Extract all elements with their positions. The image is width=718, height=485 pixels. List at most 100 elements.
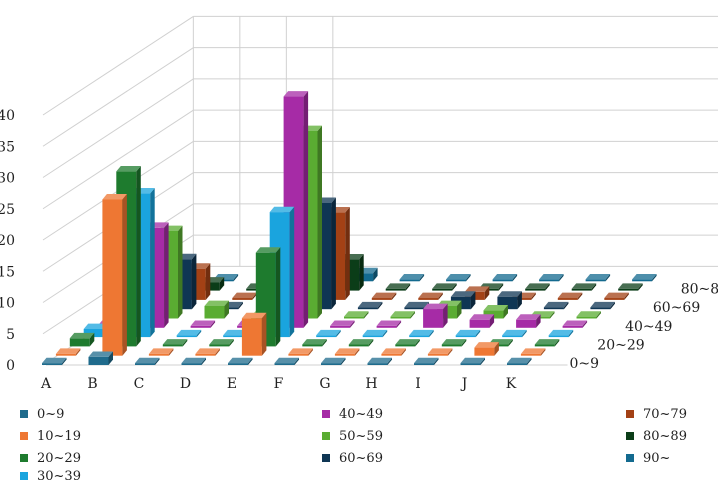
bar-top [181,357,206,364]
x-tick-label: J [460,376,468,392]
bar-top [357,301,383,308]
bar-side [443,303,448,328]
bar-front [385,288,406,291]
bar-front [548,335,569,338]
bar-G-20~29 [348,339,374,347]
bar-C-0~9 [135,357,160,365]
bar-K-90~ [632,274,657,282]
bar-side [489,314,495,328]
bar-side [531,292,536,300]
bar-side [238,301,243,310]
bar-front [55,353,76,356]
legend-swatch [322,454,330,462]
bar-G-30~39 [362,329,388,338]
x-tick-label: F [274,376,284,392]
bar-side [410,311,415,319]
y-tick-label: 35 [0,139,15,155]
bar-front [404,307,425,310]
legend-item: 70~79 [626,407,687,422]
bar-front [288,353,309,356]
bar-top [334,348,360,354]
bar-top [209,339,234,345]
bar-J-0~9 [460,357,485,365]
bar-F-10~19 [288,348,313,356]
bar-front [562,325,583,328]
bar-top [548,329,574,336]
bar-top [525,283,550,289]
bar-side [364,311,369,319]
bar-front [539,279,560,282]
bar-D-20~29 [209,339,234,347]
bar-top [404,301,429,308]
bar-side [652,274,657,282]
bar-front [418,298,439,300]
bar-side [336,329,341,338]
bar-front [474,347,495,356]
bar-top [590,301,615,308]
bar-front [460,363,481,365]
bar-top [618,283,643,289]
bar-front [502,335,523,338]
gridline-left-25 [42,109,194,210]
bar-side [582,320,588,328]
legend-swatch [322,432,330,440]
bar-top [543,301,569,308]
bars [42,91,657,365]
bar-front [241,318,262,356]
bar-front [357,307,378,310]
bar-A-0~9 [42,357,67,365]
bar-top [390,311,415,317]
bar-side [559,274,564,282]
bar-side [540,348,546,356]
bar-front [557,298,578,300]
bar-side [610,301,615,310]
bar-side [168,348,174,356]
bar-K-70~79 [604,292,629,300]
bar-top [604,292,629,299]
bar-K-0~9 [507,357,532,365]
depth-tick-label: 40~49 [625,319,672,335]
bar-front [427,353,448,356]
bar-side [508,339,513,347]
bar-front [618,288,639,291]
bar-side [484,286,490,300]
bar-top [441,339,467,345]
bar-top [321,357,346,364]
bar-C-30~39 [176,329,202,338]
bar-front [344,316,364,319]
bar-front [195,353,216,356]
bar-J-70~79 [557,292,583,300]
bar-side [303,91,309,328]
bar-side [466,274,471,282]
x-tick-label: C [134,376,145,392]
bar-side [359,253,364,291]
y-tick-label: 40 [0,108,15,124]
bar-top [116,166,141,172]
bar-top [232,292,257,299]
bar-front [469,319,490,328]
depth-axis: 0~9 20~29 40~49 60~69 80~89 [570,282,718,372]
bar-top [83,323,109,329]
bar-side [605,274,611,282]
bar-top [576,311,601,317]
legend-swatch [20,472,28,480]
legend-item: 20~29 [20,451,81,466]
x-tick-label: K [506,376,517,392]
x-axis: A B C D E F G H I J K [40,376,517,392]
bar-side [527,357,532,365]
bar-side [377,301,383,310]
bar-K-50~59 [576,311,601,319]
bar-top [367,357,392,364]
bar-front [507,363,527,365]
bar-side [261,312,267,356]
bar-top [69,332,95,339]
bar-side [350,320,355,328]
bar-top [371,292,397,299]
bar-G-70~79 [418,292,443,300]
bar-G-50~59 [390,311,415,319]
y-tick-label: 25 [0,202,15,218]
bar-side [494,342,499,356]
bar-top [562,320,588,326]
bar-side [317,125,322,319]
